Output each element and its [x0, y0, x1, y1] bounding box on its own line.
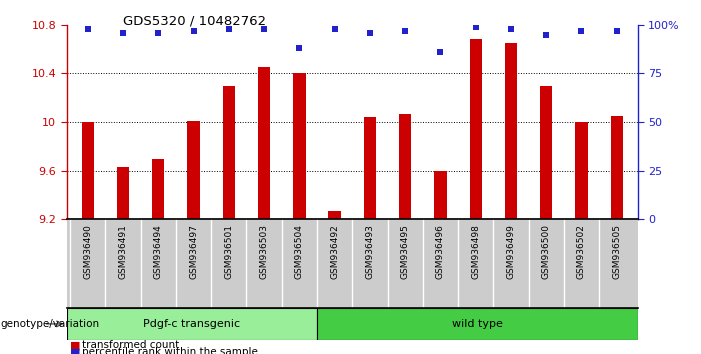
Point [470, 24, 482, 29]
Point [259, 26, 270, 32]
Bar [540, 86, 552, 219]
Text: GSM936498: GSM936498 [471, 224, 480, 279]
Bar [67, 308, 317, 340]
Text: GSM936496: GSM936496 [436, 224, 445, 279]
Text: GSM936495: GSM936495 [401, 224, 409, 279]
Bar [576, 122, 587, 219]
Point [82, 26, 93, 32]
Point [223, 26, 234, 32]
Bar [293, 74, 306, 219]
Point [117, 30, 128, 35]
Point [611, 28, 622, 33]
Bar [329, 211, 341, 219]
Text: GSM936501: GSM936501 [224, 224, 233, 279]
Text: GSM936504: GSM936504 [295, 224, 304, 279]
Text: GSM936492: GSM936492 [330, 224, 339, 279]
Text: GSM936497: GSM936497 [189, 224, 198, 279]
Text: ■: ■ [70, 347, 81, 354]
Bar [117, 167, 129, 219]
Text: genotype/variation: genotype/variation [0, 319, 99, 329]
Text: GSM936493: GSM936493 [365, 224, 374, 279]
Point [365, 30, 376, 35]
Text: percentile rank within the sample: percentile rank within the sample [82, 347, 258, 354]
Bar [81, 122, 94, 219]
Text: GSM936494: GSM936494 [154, 224, 163, 279]
Bar [399, 114, 411, 219]
Bar [258, 67, 271, 219]
Bar [152, 159, 165, 219]
Point [435, 49, 446, 55]
Text: GSM936490: GSM936490 [83, 224, 93, 279]
Bar [223, 86, 235, 219]
Text: GSM936505: GSM936505 [612, 224, 621, 279]
Text: transformed count: transformed count [82, 340, 179, 350]
Point [294, 45, 305, 51]
Bar [187, 121, 200, 219]
Text: GSM936491: GSM936491 [118, 224, 128, 279]
Text: GDS5320 / 10482762: GDS5320 / 10482762 [123, 14, 266, 27]
Text: Pdgf-c transgenic: Pdgf-c transgenic [143, 319, 240, 329]
Text: GSM936500: GSM936500 [542, 224, 551, 279]
Point [400, 28, 411, 33]
Text: GSM936502: GSM936502 [577, 224, 586, 279]
Text: GSM936503: GSM936503 [259, 224, 268, 279]
Text: wild type: wild type [451, 319, 503, 329]
Text: ■: ■ [70, 340, 81, 350]
Text: GSM936499: GSM936499 [506, 224, 515, 279]
Bar [434, 171, 447, 219]
Point [576, 28, 587, 33]
Bar [470, 39, 482, 219]
Point [329, 26, 340, 32]
Point [188, 28, 199, 33]
Point [153, 30, 164, 35]
Bar [317, 308, 638, 340]
Point [540, 32, 552, 37]
Bar [364, 117, 376, 219]
Bar [505, 43, 517, 219]
Point [505, 26, 517, 32]
Bar [611, 116, 623, 219]
